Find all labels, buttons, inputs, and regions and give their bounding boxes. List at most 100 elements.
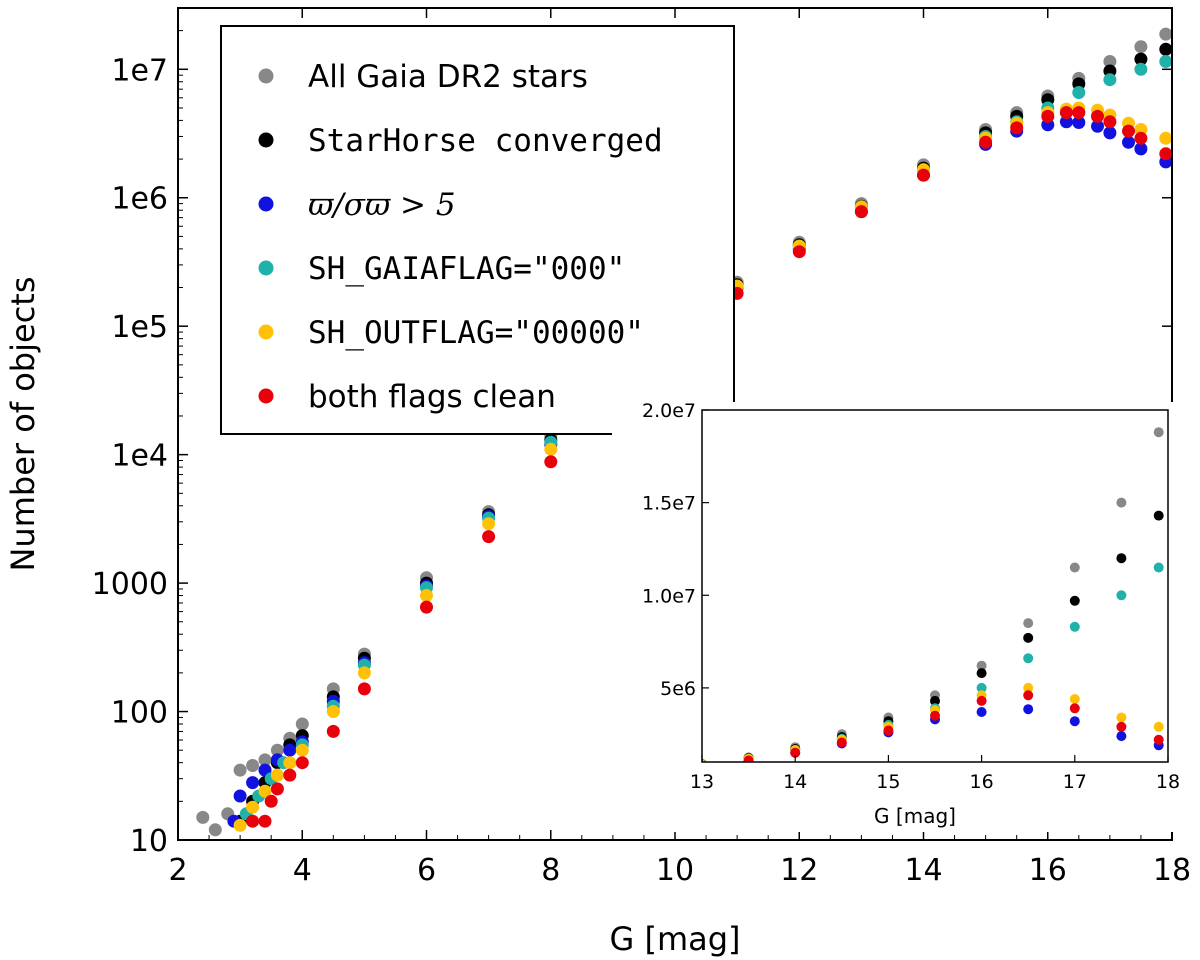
y-tick-label: 1000 bbox=[92, 567, 168, 602]
main-data-point bbox=[1134, 52, 1148, 66]
inset-data-point bbox=[1069, 694, 1080, 704]
inset-series-6 bbox=[702, 690, 1164, 762]
main-data-point bbox=[1091, 119, 1104, 133]
main-data-point bbox=[326, 705, 340, 718]
x-tick-label: 2 bbox=[168, 853, 187, 888]
inset-data-point bbox=[1116, 553, 1127, 564]
main-data-point bbox=[1159, 55, 1173, 68]
inset-y-tick-label: 2.0e7 bbox=[642, 400, 696, 422]
inset-data-point bbox=[836, 737, 847, 748]
inset-background bbox=[612, 402, 1184, 832]
legend-item: SH_GAIAFLAG="000" bbox=[258, 251, 625, 287]
inset-data-point bbox=[883, 725, 894, 736]
main-data-point bbox=[544, 455, 558, 469]
inset-data-point bbox=[976, 668, 987, 679]
inset-data-point bbox=[1069, 562, 1080, 573]
main-data-point bbox=[1159, 147, 1173, 161]
main-data-point bbox=[1159, 42, 1173, 56]
x-tick-label: 14 bbox=[904, 853, 942, 888]
inset-x-axis-label: G [mag] bbox=[874, 804, 956, 828]
inset-data-point bbox=[930, 710, 940, 721]
inset-data-point bbox=[1116, 497, 1127, 508]
main-data-point bbox=[1103, 126, 1117, 140]
main-data-point bbox=[246, 800, 260, 814]
inset-data-point bbox=[790, 747, 801, 758]
legend-label: ϖ/σϖ > 5 bbox=[308, 187, 456, 223]
main-data-point bbox=[1072, 86, 1086, 99]
inset-x-tick-label: 13 bbox=[690, 771, 714, 793]
legend-item: All Gaia DR2 stars bbox=[258, 59, 588, 95]
legend-marker bbox=[258, 260, 274, 276]
y-axis-label: Number of objects bbox=[4, 276, 42, 571]
inset-data-point bbox=[1023, 704, 1034, 715]
inset-data-point bbox=[976, 682, 987, 693]
main-data-point bbox=[233, 763, 247, 777]
x-tick-label: 12 bbox=[780, 853, 818, 888]
legend-marker bbox=[258, 388, 274, 404]
inset-data-point bbox=[976, 707, 987, 717]
main-data-point bbox=[544, 442, 558, 456]
legend-item: StarHorse converged bbox=[258, 123, 663, 159]
inset-data-point bbox=[1153, 734, 1164, 745]
main-data-point bbox=[979, 135, 993, 149]
inset-data-point bbox=[1023, 618, 1034, 629]
main-data-point bbox=[1010, 121, 1024, 135]
series-6 bbox=[246, 106, 1173, 828]
main-data-point bbox=[1134, 142, 1148, 156]
legend-frame bbox=[220, 25, 735, 435]
main-data-point bbox=[270, 782, 284, 796]
main-data-point bbox=[233, 818, 247, 832]
legend-label: All Gaia DR2 stars bbox=[308, 59, 588, 95]
main-data-point bbox=[917, 168, 930, 182]
main-data-point bbox=[792, 245, 806, 259]
legend-item: both flags clean bbox=[258, 379, 556, 415]
inset-data-point bbox=[1153, 510, 1164, 521]
x-tick-label: 10 bbox=[656, 853, 694, 888]
inset-y-tick-label: 1.0e7 bbox=[642, 585, 696, 607]
main-data-point bbox=[1091, 109, 1104, 123]
inset-data-point bbox=[1023, 682, 1034, 693]
x-tick-label: 18 bbox=[1153, 853, 1191, 888]
inset-data-point bbox=[743, 755, 754, 762]
inset-data-point bbox=[1153, 562, 1164, 573]
main-data-point bbox=[283, 743, 297, 757]
inset-data-point bbox=[930, 695, 940, 706]
main-data-point bbox=[270, 743, 284, 757]
main-data-point bbox=[1134, 62, 1148, 76]
y-tick-label: 1e4 bbox=[111, 439, 168, 474]
inset-x-tick-label: 17 bbox=[1063, 771, 1087, 793]
legend-marker bbox=[258, 196, 274, 212]
legend: All Gaia DR2 stars StarHorse converged ϖ/σ… bbox=[220, 25, 735, 435]
y-tick-label: 100 bbox=[111, 696, 168, 731]
inset-x-tick-label: 16 bbox=[970, 771, 994, 793]
main-data-point bbox=[295, 743, 309, 757]
inset-data-point bbox=[1116, 712, 1127, 723]
main-data-point bbox=[357, 682, 371, 696]
legend-marker bbox=[258, 324, 274, 340]
main-data-point bbox=[246, 759, 260, 772]
inset-data-point bbox=[1023, 653, 1034, 664]
inset-data-point bbox=[1069, 621, 1080, 632]
main-data-point bbox=[258, 784, 272, 798]
main-data-point bbox=[1103, 73, 1117, 87]
main-data-point bbox=[1072, 106, 1086, 120]
main-data-point bbox=[482, 517, 496, 531]
main-data-point bbox=[295, 717, 309, 731]
main-data-point bbox=[246, 814, 260, 828]
y-tick-label: 1e5 bbox=[111, 310, 168, 345]
inset-x-tick-label: 15 bbox=[876, 771, 900, 793]
main-data-point bbox=[420, 589, 433, 602]
legend-label: SH_OUTFLAG="00000" bbox=[308, 315, 644, 351]
main-data-point bbox=[233, 789, 247, 803]
main-data-point bbox=[1159, 27, 1173, 41]
inset-data-point bbox=[976, 695, 987, 706]
main-data-point bbox=[1103, 55, 1117, 68]
legend-marker bbox=[258, 68, 274, 84]
inset-y-tick-label: 5e6 bbox=[660, 678, 696, 700]
inset-data-point bbox=[976, 660, 987, 671]
x-axis-label: G [mag] bbox=[609, 920, 740, 958]
inset-data-point bbox=[1069, 716, 1080, 727]
inset-frame bbox=[701, 409, 1169, 763]
main-data-point bbox=[264, 794, 278, 808]
